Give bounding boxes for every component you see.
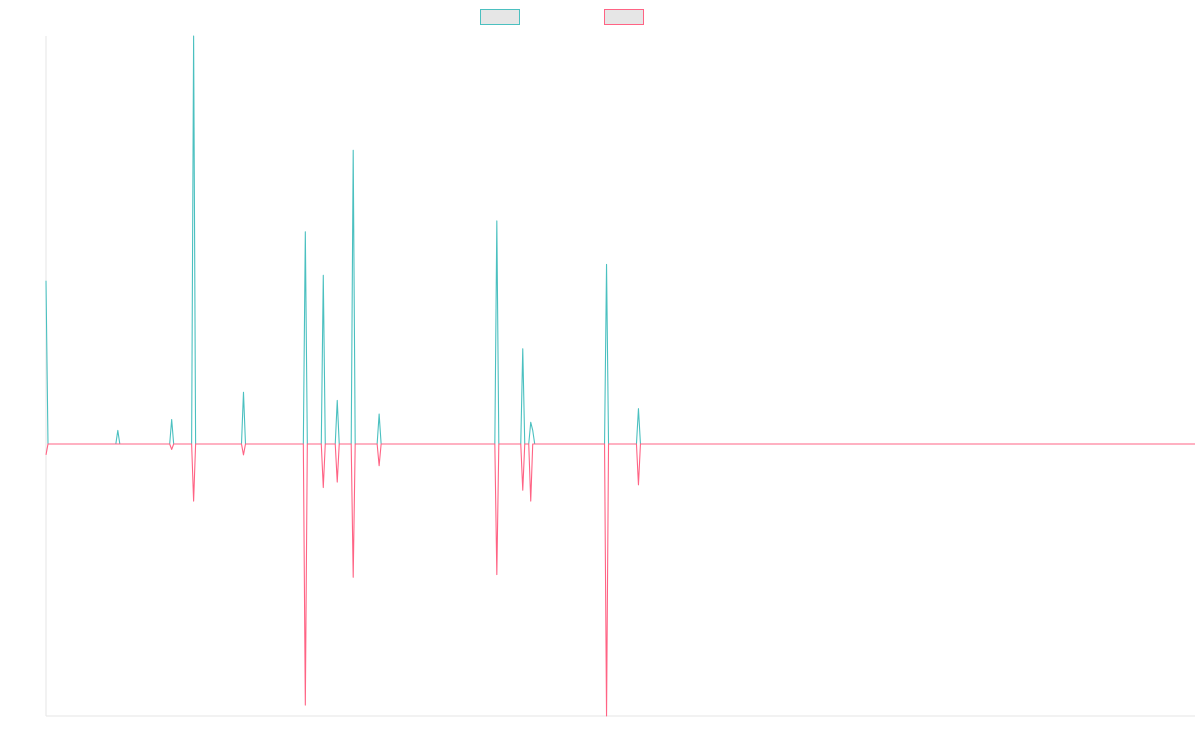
series-line-1: [45, 35, 1195, 445]
series-layer: [45, 35, 1195, 717]
legend-swatch-series-1[interactable]: [480, 9, 520, 25]
legend: [0, 9, 1200, 27]
axes: [45, 36, 1195, 717]
legend-swatch-series-2[interactable]: [604, 9, 644, 25]
series-line-2: [45, 443, 1195, 717]
